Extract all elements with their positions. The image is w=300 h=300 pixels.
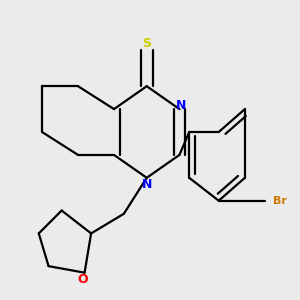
Text: S: S (142, 37, 151, 50)
Text: O: O (78, 273, 88, 286)
Text: N: N (176, 99, 186, 112)
Text: Br: Br (273, 196, 286, 206)
Text: N: N (142, 178, 152, 191)
